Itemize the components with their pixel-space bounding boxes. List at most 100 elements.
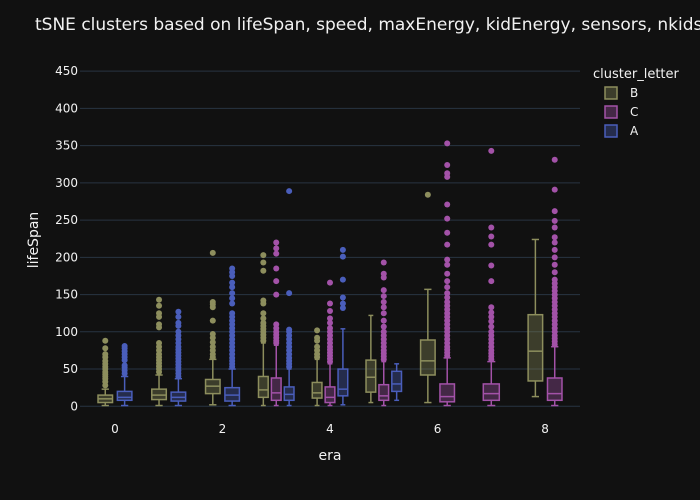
outlier-point	[488, 262, 495, 269]
outlier-point	[444, 294, 451, 301]
outlier-point	[102, 337, 109, 344]
box-iqr	[419, 339, 436, 376]
y-tick-label: 100	[55, 325, 78, 339]
box-B-era-4	[311, 327, 323, 407]
box-iqr	[439, 383, 456, 403]
outlier-point	[339, 276, 346, 283]
outlier-point	[121, 362, 128, 369]
box-B-era-1	[151, 296, 168, 407]
box-B-era-2	[204, 249, 221, 406]
outlier-point	[551, 276, 558, 283]
outlier-point	[444, 270, 451, 277]
outlier-point	[551, 234, 558, 241]
y-tick-label: 450	[55, 64, 78, 78]
outlier-point	[209, 317, 216, 324]
outlier-point	[444, 284, 451, 291]
box-iqr	[270, 377, 282, 402]
outlier-point	[273, 291, 280, 298]
box-A-era-3	[283, 188, 295, 407]
outlier-point	[444, 290, 451, 297]
outlier-point	[551, 224, 558, 231]
box-iqr	[257, 375, 269, 399]
outlier-point	[380, 270, 387, 277]
outlier-point	[229, 295, 236, 302]
box-B-era-3	[257, 252, 269, 407]
outlier-point	[444, 261, 451, 268]
box-A-era-0	[116, 342, 133, 407]
x-axis-title: era	[319, 448, 342, 464]
outlier-point	[286, 326, 293, 333]
outlier-point	[551, 186, 558, 193]
box-iqr	[365, 359, 377, 393]
outlier-point	[229, 265, 236, 272]
box-iqr	[546, 377, 563, 402]
outlier-point	[488, 233, 495, 240]
outlier-point	[444, 140, 451, 147]
y-tick-label: 300	[55, 176, 78, 190]
box-A-era-2	[224, 265, 241, 407]
outlier-point	[380, 310, 387, 317]
outlier-point	[551, 239, 558, 246]
outlier-point	[102, 351, 109, 358]
x-tick-label: 2	[219, 422, 227, 436]
outlier-point	[444, 170, 451, 177]
y-axis-title: lifeSpan	[26, 212, 42, 269]
chart-title: tSNE clusters based on lifeSpan, speed, …	[35, 15, 700, 35]
y-tick-label: 150	[55, 288, 78, 302]
outlier-point	[273, 278, 280, 285]
outlier-point	[175, 308, 182, 315]
legend-label: B	[630, 86, 638, 100]
outlier-point	[209, 331, 216, 338]
outlier-point	[444, 256, 451, 263]
outlier-point	[260, 319, 267, 326]
box-iqr	[337, 368, 349, 397]
box-plots	[97, 140, 563, 407]
outlier-point	[551, 156, 558, 163]
box-iqr	[311, 381, 323, 399]
outlier-point	[314, 334, 321, 341]
outlier-point	[551, 217, 558, 224]
box-B-era-6	[419, 191, 436, 404]
box-C-era-6	[439, 140, 456, 407]
outlier-point	[260, 297, 267, 304]
outlier-point	[551, 208, 558, 215]
legend: cluster_letter BCA	[593, 67, 680, 138]
x-tick-label: 4	[326, 422, 334, 436]
outlier-point	[327, 319, 333, 326]
outlier-point	[551, 269, 558, 276]
outlier-point	[260, 259, 267, 266]
outlier-point	[156, 310, 163, 317]
outlier-point	[339, 294, 346, 301]
outlier-point	[156, 302, 163, 309]
outlier-point	[260, 267, 267, 274]
outlier-point	[327, 279, 333, 286]
outlier-point	[444, 162, 451, 168]
outlier-point	[286, 188, 293, 195]
outlier-point	[424, 191, 431, 198]
outlier-point	[380, 304, 387, 311]
outlier-point	[380, 293, 387, 300]
outlier-point	[273, 265, 280, 272]
x-axis-ticks: 0 2 4 6 8	[111, 422, 549, 436]
outlier-point	[260, 252, 267, 259]
outlier-point	[551, 246, 558, 253]
outlier-point	[488, 147, 495, 154]
outlier-point	[380, 317, 387, 324]
box-B-era-8	[527, 238, 544, 398]
box-iqr	[324, 386, 336, 404]
box-A-era-1	[170, 308, 187, 407]
outlier-point	[551, 254, 558, 261]
outlier-point	[156, 339, 163, 346]
legend-label: A	[630, 124, 639, 138]
legend-title: cluster_letter	[593, 67, 680, 82]
box-B-era-5	[365, 314, 377, 404]
outlier-point	[229, 310, 236, 317]
outlier-point	[380, 259, 387, 266]
outlier-point	[327, 307, 333, 314]
box-iqr	[482, 383, 501, 402]
outlier-point	[260, 315, 267, 322]
box-C-era-3	[270, 239, 282, 407]
outlier-point	[175, 313, 182, 320]
outlier-point	[488, 318, 495, 325]
